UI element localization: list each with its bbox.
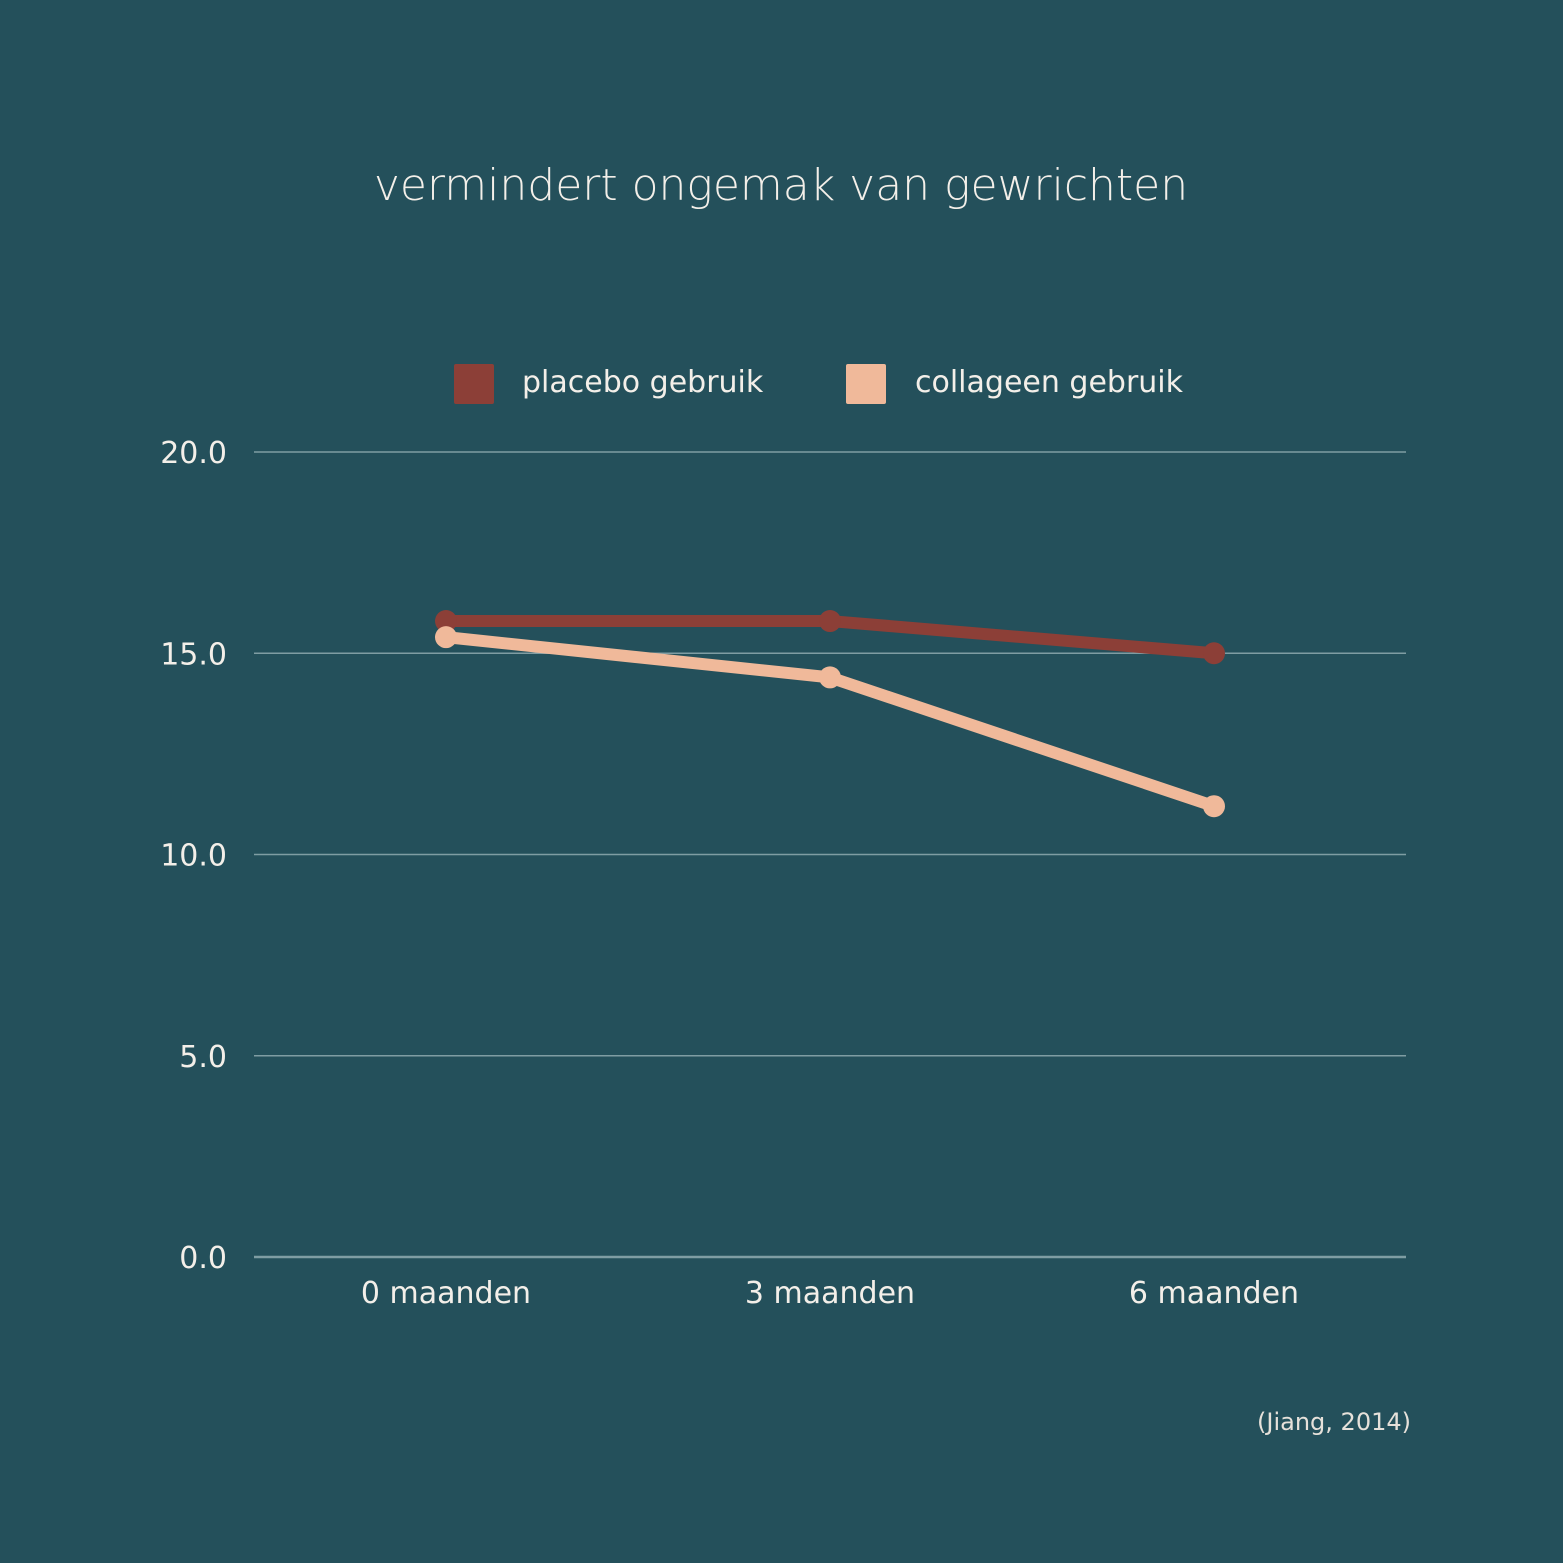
series-line <box>440 631 1220 813</box>
data-point <box>819 666 841 689</box>
y-tick-label: 10.0 <box>160 839 227 874</box>
chart-title: vermindert ongemak van gewrichten <box>374 160 1188 211</box>
legend: placebo gebruik collageen gebruik <box>454 364 1184 404</box>
x-tick-label: 0 maanden <box>361 1276 531 1311</box>
x-tick-label: 6 maanden <box>1129 1276 1299 1311</box>
data-point <box>1203 642 1225 665</box>
legend-swatch-placebo <box>454 364 494 404</box>
x-tick-label: 3 maanden <box>745 1276 915 1311</box>
series-lines <box>435 610 1225 818</box>
data-point <box>435 610 457 633</box>
data-point <box>1203 795 1225 818</box>
series-collageen <box>435 626 1225 818</box>
y-axis-ticks: 0.0 5.0 10.0 15.0 20.0 <box>160 436 227 1276</box>
y-tick-label: 5.0 <box>179 1040 227 1075</box>
series-placebo <box>435 610 1225 665</box>
y-tick-label: 15.0 <box>160 637 227 672</box>
y-tick-label: 20.0 <box>160 436 227 471</box>
legend-label-placebo: placebo gebruik <box>522 365 764 400</box>
data-point <box>819 610 841 633</box>
y-tick-label: 0.0 <box>179 1241 227 1276</box>
x-axis-ticks: 0 maanden 3 maanden 6 maanden <box>361 1276 1299 1311</box>
legend-label-collageen: collageen gebruik <box>915 365 1184 400</box>
data-point <box>435 626 457 649</box>
source-citation: (Jiang, 2014) <box>1257 1408 1411 1436</box>
legend-swatch-collageen <box>846 364 886 404</box>
gridlines <box>254 451 1406 1259</box>
